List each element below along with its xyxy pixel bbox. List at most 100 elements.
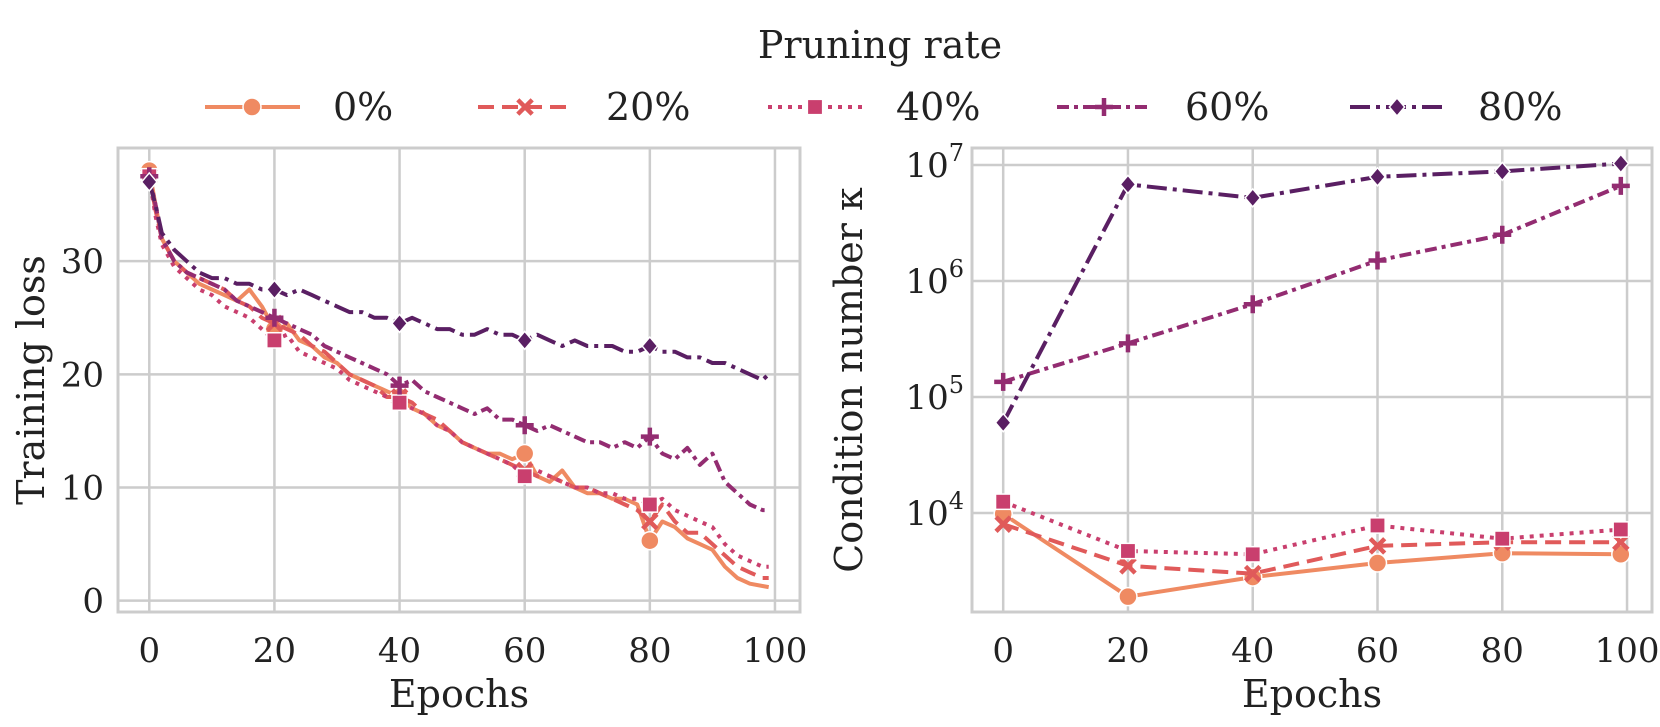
legend-entry: 20% — [478, 85, 690, 129]
data-point — [640, 427, 659, 446]
data-point — [265, 279, 284, 300]
series-line — [147, 170, 770, 590]
y-tick-label: 106 — [905, 255, 964, 302]
legend-label: 20% — [606, 85, 690, 129]
data-point — [1118, 334, 1137, 353]
legend-entry: 40% — [768, 85, 980, 129]
series-line — [1002, 184, 1622, 384]
legend-marker — [242, 97, 262, 117]
data-point — [1118, 586, 1138, 607]
y-tick-label: 30 — [61, 242, 104, 282]
data-point — [994, 493, 1012, 511]
legend-marker — [1388, 96, 1406, 118]
data-point — [266, 331, 283, 349]
legend-label: 40% — [896, 85, 980, 129]
data-point — [1368, 166, 1387, 187]
legend: Pruning rate 0% 20% 40% 60% 80% — [205, 23, 1562, 129]
plot-frame — [970, 146, 1654, 614]
data-point — [641, 335, 659, 357]
legend-title: Pruning rate — [758, 23, 1002, 67]
y-axis-label: Condition number κ — [827, 187, 871, 573]
y-axis-label: Training loss — [9, 255, 53, 505]
condition-number-chart: 0 20 40 60 80 100 104 105 106 107 Epochs Condition … — [827, 139, 1659, 716]
x-tick-label: 20 — [1106, 631, 1149, 671]
series-80% — [994, 153, 1630, 433]
data-point — [1119, 542, 1137, 560]
data-point — [1243, 295, 1262, 314]
data-point — [390, 313, 409, 334]
x-tick-label: 80 — [1481, 631, 1524, 671]
data-point — [390, 376, 409, 395]
series-line — [147, 181, 771, 382]
series-line — [1002, 522, 1621, 576]
data-point — [516, 330, 534, 351]
y-tick-label: 20 — [61, 355, 104, 395]
data-point — [640, 530, 660, 551]
plot-frame — [116, 146, 802, 614]
data-point — [265, 308, 284, 327]
data-point — [1367, 553, 1388, 573]
x-tick-label: 0 — [992, 631, 1014, 671]
x-tick-label: 20 — [253, 631, 296, 671]
data-point — [515, 416, 534, 435]
series-line — [147, 175, 769, 580]
legend-entry: 80% — [1350, 85, 1562, 129]
y-tick-label: 105 — [905, 371, 964, 418]
series-line — [1001, 161, 1621, 424]
legend-label: 0% — [333, 85, 393, 129]
data-point — [994, 412, 1012, 433]
data-point — [514, 443, 535, 464]
series-40% — [140, 167, 769, 569]
series-0% — [993, 504, 1631, 607]
data-point — [1493, 161, 1511, 182]
y-tick-label: 10 — [61, 469, 104, 509]
legend-marker — [1095, 98, 1113, 116]
data-point — [1369, 517, 1386, 534]
x-tick-label: 40 — [378, 631, 421, 671]
data-point — [1368, 537, 1387, 555]
data-point — [1612, 521, 1630, 538]
x-axis-label: Epochs — [1242, 672, 1382, 716]
data-point — [140, 171, 158, 193]
x-tick-label: 0 — [138, 631, 160, 671]
series-60% — [140, 167, 769, 513]
series-line — [1002, 512, 1621, 599]
data-point — [1368, 251, 1387, 270]
legend-entry: 60% — [1057, 85, 1269, 129]
y-tick-label: 104 — [905, 487, 964, 534]
loss-chart: 0 20 40 60 80 100 0 10 20 30 Epochs Training loss — [9, 146, 808, 716]
data-point — [1244, 545, 1262, 563]
data-point — [1119, 174, 1137, 195]
data-point — [641, 512, 659, 531]
legend-label: 60% — [1185, 85, 1269, 129]
data-point — [994, 372, 1013, 391]
data-point — [1119, 557, 1137, 575]
legend-marker — [516, 98, 534, 116]
y-tick-label: 0 — [82, 582, 104, 622]
data-point — [1243, 564, 1262, 583]
legend-label: 80% — [1478, 85, 1562, 129]
x-tick-label: 80 — [628, 631, 671, 671]
data-point — [641, 496, 659, 513]
data-point — [516, 467, 534, 485]
x-tick-label: 100 — [743, 631, 808, 671]
series-80% — [140, 171, 771, 382]
x-tick-label: 100 — [1595, 631, 1660, 671]
series-line — [1002, 499, 1621, 557]
legend-entry: 0% — [205, 85, 393, 129]
data-point — [1493, 225, 1512, 244]
data-point — [1612, 153, 1630, 174]
x-axis-label: Epochs — [389, 672, 529, 716]
legend-entries: 0% 20% 40% 60% 80% — [205, 85, 1562, 129]
data-point — [391, 394, 408, 412]
data-point — [994, 515, 1012, 533]
series-40% — [994, 493, 1630, 563]
x-tick-label: 60 — [503, 631, 546, 671]
x-tick-label: 40 — [1231, 631, 1274, 671]
series-line — [147, 175, 769, 569]
data-point — [1493, 530, 1511, 548]
data-point — [1611, 176, 1630, 195]
y-tick-label: 107 — [905, 139, 964, 186]
data-point — [1244, 187, 1262, 209]
